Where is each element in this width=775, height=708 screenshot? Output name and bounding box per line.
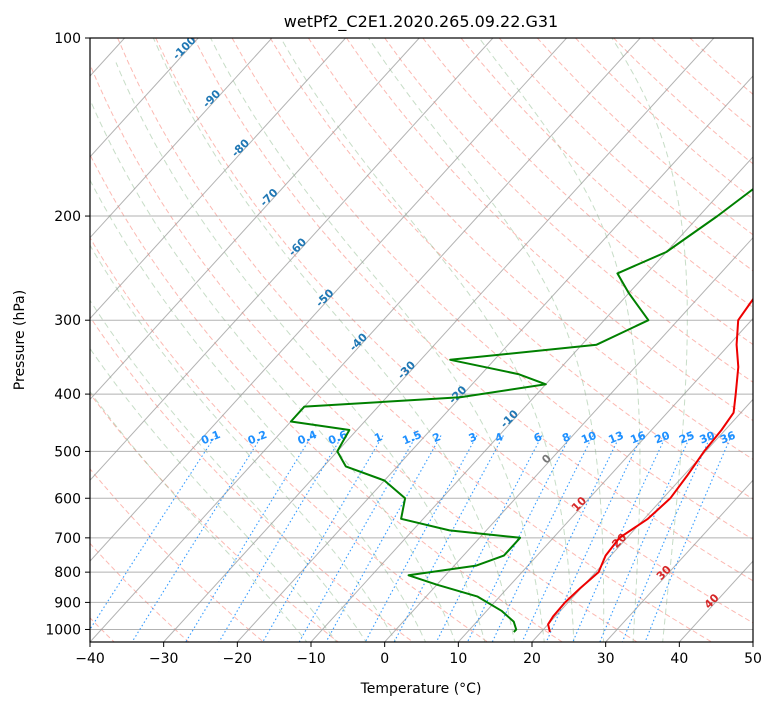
background-lines [90,38,753,642]
mixing-ratio-line [466,435,571,642]
x-tick-label: 20 [523,651,541,667]
isotherm-line [236,75,753,642]
isotherm-line [531,398,753,642]
y-tick-label: 900 [54,595,81,611]
mixing-ratio-label: 10 [579,429,598,447]
y-axis-title: Pressure (hPa) [12,290,28,390]
x-tick-label: 30 [597,651,615,667]
isotherm-line [605,479,753,642]
x-axis: −40 −30 −20 −10 0 10 20 30 40 50 [75,642,762,667]
x-tick-label: 40 [670,651,688,667]
x-tick-label: 0 [380,651,389,667]
mixing-ratio-line [262,435,384,642]
mixing-ratio-line [599,435,692,642]
y-tick-label: 700 [54,531,81,547]
isotherm-line [90,38,346,320]
moist-adiabat [90,244,397,642]
dry-adiabat [346,38,753,422]
y-tick-label: 200 [54,209,81,225]
y-tick-label: 100 [54,31,81,47]
y-tick-label: 800 [54,565,81,581]
x-tick-label: −20 [223,651,253,667]
mixing-ratio-label: 3 [467,430,479,445]
mixing-ratio-label: 36 [718,429,737,447]
moist-adiabat [90,390,308,642]
mixing-ratio-line [621,435,712,642]
isotherm-line [90,38,273,239]
dry-adiabat [90,315,414,642]
y-tick-label: 600 [54,491,81,507]
mixing-ratio-line [644,435,733,642]
mixing-ratio-line [90,435,217,631]
y-tick-label: 400 [54,387,81,403]
mixing-ratio-line [185,435,313,642]
dry-adiabat [307,38,753,461]
plot-frame [89,37,754,643]
dewpoint-profile [289,187,753,633]
mixing-ratio-label: 20 [653,429,672,447]
isotherm-line [384,236,753,642]
moist-adiabat [90,347,338,642]
isotherm-line [310,156,753,642]
isotherm-line [90,38,567,562]
mixing-ratio-line [325,435,442,642]
y-tick-label: 300 [54,313,81,329]
x-tick-label: −30 [149,651,179,667]
isotherm-line [90,38,494,482]
isotherm-line [90,38,199,158]
moist-adiabat [90,179,427,642]
x-tick-label: 50 [744,651,762,667]
mixing-ratio-label: 16 [629,429,648,447]
isotherm-line [457,317,753,642]
mixing-ratio-label: 2 [431,430,443,445]
mixing-ratio-label: 25 [677,429,696,447]
mixing-ratio-line [364,435,478,642]
mixing-ratio-label: 13 [607,429,626,447]
isotherm-line [752,641,753,642]
isotherm-line [163,38,715,642]
moist-adiabat [90,299,367,642]
mixing-ratio-line [131,435,263,642]
dry-adiabat [269,38,753,500]
y-tick-label: 1000 [45,622,81,638]
mixing-ratio-line [435,435,543,642]
chart-title: wetPf2_C2E1.2020.265.09.22.G31 [284,12,558,32]
x-tick-label: −10 [296,651,326,667]
x-axis-title: Temperature (°C) [360,681,482,697]
mixing-ratio-label: 8 [560,430,572,445]
mixing-ratio-line [393,435,504,642]
profile-lines [289,187,753,633]
background-line-labels: 0.1 0.2 0.4 0.6 1 1.5 2 3 4 6 8 10 13 16 20 25 30 36-100-… [170,38,738,611]
mixing-ratio-line [218,435,343,642]
temperature-profile [547,297,753,633]
isotherm-line [90,38,641,642]
y-axis: 100 200 300 400 500 600 700 800 900 1000 [45,31,90,638]
mixing-ratio-label: 1 [372,430,384,445]
dry-adiabat [384,38,753,383]
mixing-ratio-line [491,435,594,642]
x-tick-label: −40 [75,651,105,667]
x-tick-label: 10 [449,651,467,667]
y-tick-label: 500 [54,444,81,460]
isotherm-line [90,38,420,401]
